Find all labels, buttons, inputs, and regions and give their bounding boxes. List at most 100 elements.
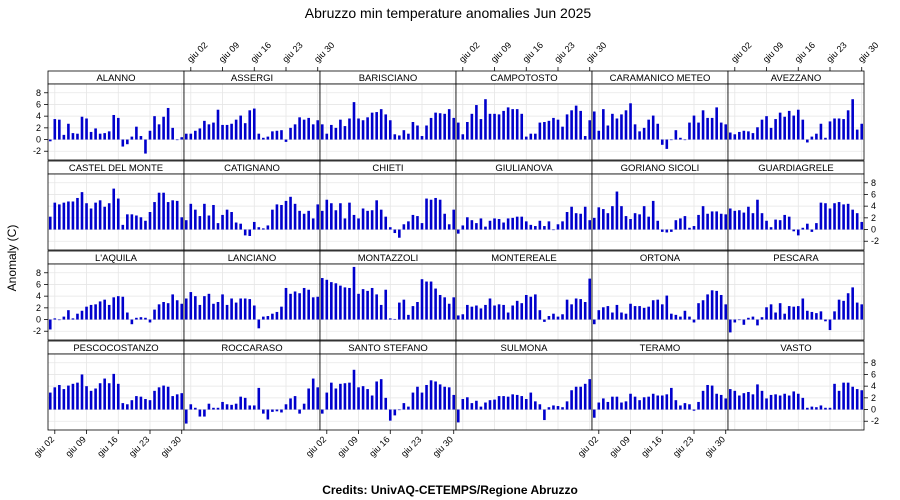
- bar: [162, 192, 165, 230]
- x-tick-label: giu 30: [703, 434, 727, 458]
- bar: [524, 399, 528, 410]
- bar: [67, 201, 70, 230]
- bar: [266, 409, 270, 420]
- bar: [738, 131, 741, 140]
- bar: [361, 289, 365, 320]
- bar: [787, 306, 791, 320]
- bar: [357, 218, 360, 230]
- bar: [851, 99, 854, 140]
- bar: [275, 130, 279, 140]
- bar: [638, 214, 641, 230]
- bar: [855, 129, 859, 140]
- bar: [638, 306, 641, 320]
- bar: [207, 215, 211, 230]
- x-tick-label: giu 16: [793, 40, 817, 64]
- panel-border: [727, 263, 865, 341]
- bar: [343, 126, 347, 140]
- bar: [420, 223, 424, 230]
- bar: [515, 109, 519, 140]
- bar: [547, 120, 551, 140]
- bar: [366, 389, 369, 410]
- bar: [207, 403, 211, 410]
- bar: [116, 296, 120, 320]
- bar: [615, 191, 619, 230]
- bar: [284, 287, 288, 320]
- bar: [153, 202, 156, 230]
- y-tick-label: 0: [36, 135, 41, 145]
- panel-area: [48, 354, 184, 430]
- bar: [58, 319, 61, 321]
- bar: [642, 206, 646, 230]
- bar: [701, 206, 705, 230]
- bar: [221, 401, 224, 410]
- bar: [402, 403, 406, 410]
- bar: [257, 319, 261, 329]
- bar: [683, 310, 687, 320]
- credits-text: Credits: UnivAQ-CETEMPS/Regione Abruzzo: [322, 483, 578, 497]
- bar: [370, 287, 374, 320]
- bar: [747, 317, 750, 320]
- bar: [212, 122, 215, 140]
- bar: [715, 211, 718, 230]
- bar: [719, 394, 723, 410]
- bar: [815, 133, 818, 140]
- bar: [48, 392, 52, 410]
- bar: [592, 319, 596, 325]
- bar: [234, 222, 238, 230]
- bar: [148, 130, 152, 140]
- bar: [701, 300, 705, 320]
- bar: [293, 203, 297, 230]
- bar: [239, 396, 242, 410]
- bar: [262, 228, 265, 230]
- bar: [484, 226, 487, 230]
- bar: [116, 198, 120, 230]
- bar: [48, 216, 52, 230]
- bar: [502, 396, 505, 410]
- bar: [76, 382, 79, 410]
- bar: [429, 380, 433, 410]
- bar: [438, 113, 442, 140]
- bar: [166, 386, 170, 410]
- bar: [80, 192, 84, 230]
- bar: [379, 209, 383, 230]
- bar: [769, 127, 773, 140]
- bar: [203, 203, 206, 230]
- bar: [493, 305, 496, 320]
- bar: [302, 119, 306, 140]
- bar: [411, 306, 415, 320]
- bar: [520, 303, 524, 320]
- bar: [257, 387, 261, 410]
- bar: [447, 109, 451, 140]
- bar: [466, 304, 469, 320]
- bar: [810, 136, 814, 140]
- y-tick-label: -2: [33, 326, 41, 336]
- bar: [606, 401, 610, 410]
- bar: [842, 300, 845, 320]
- bar: [153, 116, 156, 140]
- bar: [728, 319, 732, 333]
- bar: [824, 137, 827, 140]
- bar: [683, 403, 687, 410]
- bar: [651, 115, 655, 140]
- bar: [574, 213, 578, 230]
- bar: [792, 229, 796, 232]
- bar: [683, 216, 687, 230]
- bar: [443, 297, 446, 320]
- bar: [719, 213, 723, 230]
- bar: [692, 409, 696, 411]
- bar: [534, 226, 537, 230]
- bar: [357, 118, 360, 140]
- bar: [348, 287, 351, 320]
- bar: [53, 387, 57, 410]
- bar: [157, 192, 161, 230]
- bar: [651, 300, 655, 320]
- bar: [180, 393, 184, 410]
- bar: [157, 387, 161, 410]
- bar: [529, 392, 533, 410]
- bar: [194, 296, 197, 320]
- bar: [271, 209, 274, 230]
- bar: [778, 112, 782, 140]
- bar: [416, 125, 419, 140]
- panel-area: [592, 264, 728, 340]
- bar: [153, 390, 156, 410]
